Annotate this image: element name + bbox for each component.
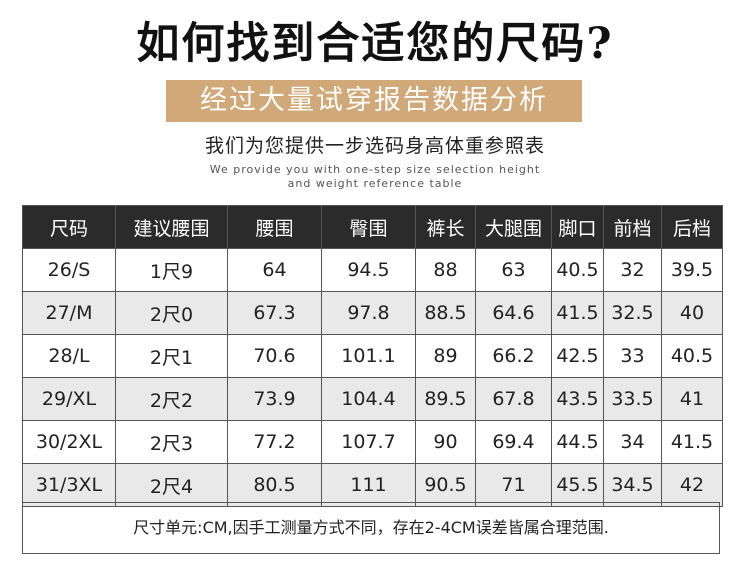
table-cell: 41.5 [661, 420, 723, 464]
table-cell: 40 [661, 291, 723, 335]
table-cell: 64 [227, 248, 322, 292]
table-row: 26/S 1尺9 64 94.5 88 63 40.5 32 39.5 [22, 248, 723, 292]
table-cell: 77.2 [227, 420, 322, 464]
table-cell: 34.5 [603, 463, 662, 507]
column-header: 裤长 [415, 205, 476, 249]
english-subtitle-line-2: and weight reference table [287, 177, 463, 190]
column-header: 臀围 [321, 205, 416, 249]
table-cell: 40.5 [661, 334, 723, 378]
column-header: 前档 [603, 205, 662, 249]
table-row: 27/M 2尺0 67.3 97.8 88.5 64.6 41.5 32.5 40 [22, 291, 723, 335]
table-cell: 101.1 [321, 334, 416, 378]
table-cell: 2尺3 [115, 420, 228, 464]
column-header: 后档 [661, 205, 723, 249]
table-body: 26/S 1尺9 64 94.5 88 63 40.5 32 39.5 27/M 2尺0 67.3 97… [22, 248, 723, 507]
table-cell: 41.5 [551, 291, 604, 335]
table-cell: 1尺9 [115, 248, 228, 292]
table-cell: 32 [603, 248, 662, 292]
subtitle: 我们为您提供一步选码身高体重参照表 [204, 135, 545, 157]
table-cell: 94.5 [321, 248, 416, 292]
table-cell: 89.5 [415, 377, 476, 421]
table-cell: 44.5 [551, 420, 604, 464]
table-cell: 33 [603, 334, 662, 378]
table-cell: 42.5 [551, 334, 604, 378]
table-cell: 2尺2 [115, 377, 228, 421]
page-title: 如何找到合适您的尺码? [136, 19, 614, 69]
table-cell: 2尺1 [115, 334, 228, 378]
table-cell: 111 [321, 463, 416, 507]
table-cell: 26/S [22, 248, 116, 292]
table-cell: 45.5 [551, 463, 604, 507]
table-cell: 73.9 [227, 377, 322, 421]
table-cell: 71 [475, 463, 552, 507]
table-cell: 29/XL [22, 377, 116, 421]
table-cell: 89 [415, 334, 476, 378]
column-header: 大腿围 [475, 205, 552, 249]
table-cell: 104.4 [321, 377, 416, 421]
table-cell: 90 [415, 420, 476, 464]
size-chart-table: 尺码 建议腰围 腰围 臀围 裤长 大腿围 脚口 前档 后档 26/S 1尺9 64 94.5 88 63 4… [22, 205, 723, 507]
table-cell: 70.6 [227, 334, 322, 378]
column-header: 尺码 [22, 205, 116, 249]
table-row: 30/2XL 2尺3 77.2 107.7 90 69.4 44.5 34 41.5 [22, 420, 723, 464]
table-cell: 107.7 [321, 420, 416, 464]
table-cell: 33.5 [603, 377, 662, 421]
table-cell: 34 [603, 420, 662, 464]
table-header-row: 尺码 建议腰围 腰围 臀围 裤长 大腿围 脚口 前档 后档 [22, 205, 723, 249]
table-cell: 28/L [22, 334, 116, 378]
table-cell: 66.2 [475, 334, 552, 378]
table-cell: 97.8 [321, 291, 416, 335]
table-cell: 69.4 [475, 420, 552, 464]
column-header: 建议腰围 [115, 205, 228, 249]
table-cell: 80.5 [227, 463, 322, 507]
table-cell: 64.6 [475, 291, 552, 335]
table-cell: 2尺0 [115, 291, 228, 335]
table-cell: 67.3 [227, 291, 322, 335]
table-cell: 32.5 [603, 291, 662, 335]
table-cell: 2尺4 [115, 463, 228, 507]
table-cell: 30/2XL [22, 420, 116, 464]
table-cell: 31/3XL [22, 463, 116, 507]
banner: 经过大量试穿报告数据分析 [166, 80, 582, 122]
table-row: 28/L 2尺1 70.6 101.1 89 66.2 42.5 33 40.5 [22, 334, 723, 378]
table-cell: 90.5 [415, 463, 476, 507]
table-cell: 67.8 [475, 377, 552, 421]
footer-note: 尺寸单元:CM,因手工测量方式不同，存在2-4CM误差皆属合理范围. [22, 502, 720, 554]
table-row: 31/3XL 2尺4 80.5 111 90.5 71 45.5 34.5 42 [22, 463, 723, 507]
table-cell: 39.5 [661, 248, 723, 292]
table-cell: 42 [661, 463, 723, 507]
table-cell: 63 [475, 248, 552, 292]
table-cell: 43.5 [551, 377, 604, 421]
english-subtitle-line-1: We provide you with one-step size select… [209, 163, 541, 176]
table-cell: 88 [415, 248, 476, 292]
table-cell: 88.5 [415, 291, 476, 335]
column-header: 脚口 [551, 205, 604, 249]
table-cell: 41 [661, 377, 723, 421]
column-header: 腰围 [227, 205, 322, 249]
table-row: 29/XL 2尺2 73.9 104.4 89.5 67.8 43.5 33.5 41 [22, 377, 723, 421]
table-cell: 40.5 [551, 248, 604, 292]
table-cell: 27/M [22, 291, 116, 335]
